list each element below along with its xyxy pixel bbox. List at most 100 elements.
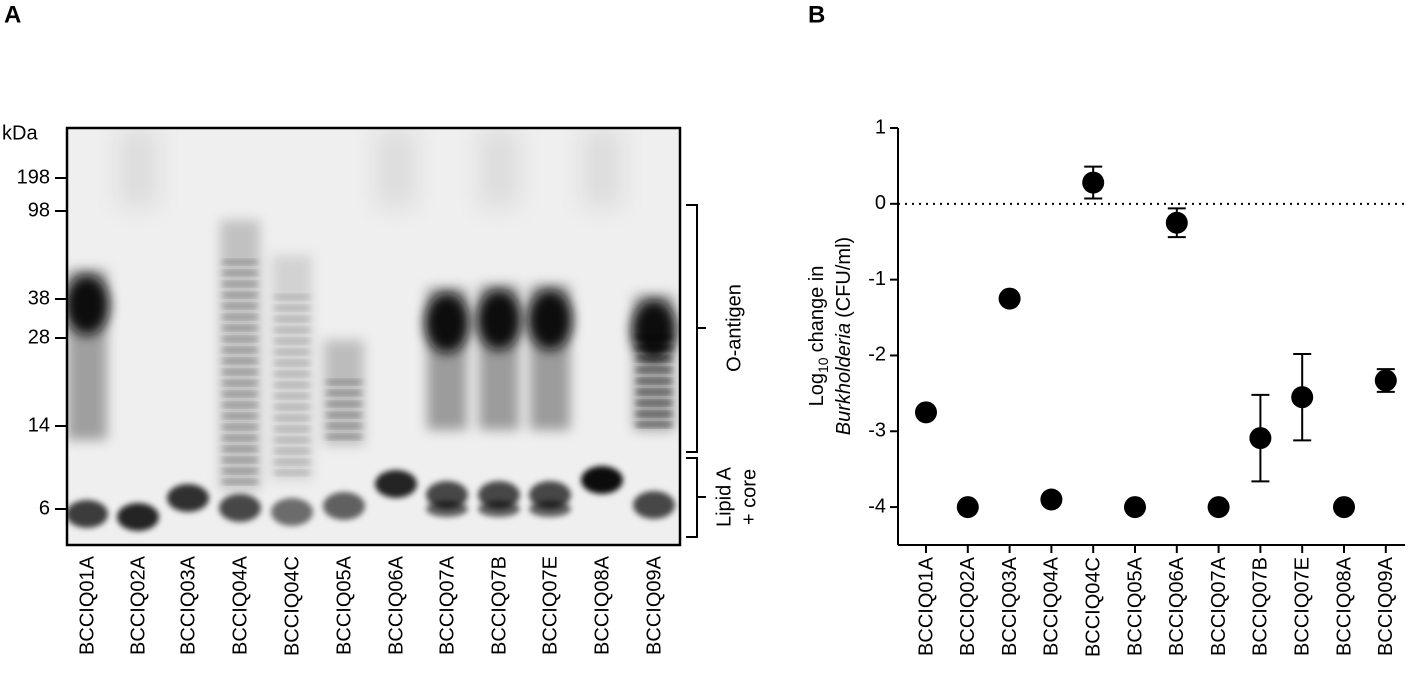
gel-ladder-band — [274, 328, 310, 332]
y-axis-label: Log10 change in — [806, 266, 830, 407]
gel-band — [633, 491, 675, 519]
gel-ladder-band — [222, 370, 258, 374]
gel-smear-core — [528, 290, 572, 350]
gel-ladder-band — [636, 357, 672, 361]
marker-label: 38 — [28, 287, 50, 309]
gel-ladder-band — [274, 317, 310, 321]
gel-ladder-band — [636, 379, 672, 383]
gel-ladder-band — [274, 416, 310, 420]
gel-ladder-band — [636, 335, 672, 339]
x-tick-label: BCCIQ07B — [1250, 557, 1272, 656]
lane-label: BCCIQ09A — [643, 555, 665, 655]
marker-label: 28 — [28, 326, 50, 348]
gel-ladder-band — [274, 306, 310, 310]
gel-band — [271, 498, 313, 526]
gel-ladder-band — [222, 315, 258, 319]
data-point — [998, 287, 1021, 310]
gel-ladder-band — [636, 390, 672, 394]
gel-ladder-band — [326, 435, 362, 439]
gel-ladder-band — [222, 304, 258, 308]
gel-ladder-band — [326, 402, 362, 406]
x-tick-label: BCCIQ09A — [1375, 556, 1397, 656]
x-tick-label: BCCIQ06A — [1166, 556, 1188, 656]
gel-ladder-band — [326, 413, 362, 417]
gel-band — [581, 466, 623, 494]
gel-ladder-band — [222, 447, 258, 451]
lane-label: BCCIQ06A — [385, 555, 407, 655]
gel-smear — [220, 220, 260, 490]
x-tick-label: BCCIQ05A — [1124, 556, 1146, 656]
gel-ladder-band — [274, 383, 310, 387]
y-tick-label: -4 — [868, 495, 886, 517]
region-label: + core — [738, 469, 760, 525]
gel-ladder-band — [222, 414, 258, 418]
lane-label: BCCIQ03A — [177, 555, 199, 655]
data-point — [1249, 427, 1272, 450]
gel-smear-core — [67, 275, 109, 335]
gel-ladder-band — [274, 405, 310, 409]
brackets — [686, 204, 706, 538]
gel-ladder-band — [222, 282, 258, 286]
data-point — [1124, 496, 1146, 519]
gel-band — [375, 470, 417, 498]
panel-label: B — [808, 1, 825, 28]
data-point — [956, 496, 979, 519]
gel-ladder-band — [326, 391, 362, 395]
data-point — [915, 401, 937, 424]
lane-label: BCCIQ07A — [436, 555, 458, 655]
gel-ladder-band — [274, 350, 310, 354]
x-tick-label: BCCIQ03A — [999, 556, 1021, 656]
y-tick-label: 0 — [875, 192, 886, 214]
gel-band — [117, 503, 159, 531]
gel-ladder-band — [222, 381, 258, 385]
gel-ladder-band — [222, 392, 258, 396]
gel-smear-core — [632, 300, 676, 360]
gel-band — [219, 494, 261, 522]
data-point — [1291, 386, 1314, 409]
data-point — [1040, 488, 1063, 511]
gel-ladder-band — [274, 394, 310, 398]
bracket — [686, 457, 706, 538]
x-tick-label: BCCIQ07E — [1291, 557, 1313, 656]
marker-label: 14 — [28, 414, 50, 436]
x-tick-label: BCCIQ01A — [915, 556, 937, 656]
y-tick-label: -2 — [868, 344, 886, 366]
lane-label: BCCIQ04C — [281, 556, 303, 656]
gel-band — [426, 501, 468, 517]
gel-ladder-band — [222, 469, 258, 473]
gel-smear-core — [477, 290, 521, 350]
gel-band — [529, 501, 571, 517]
gel-ladder-band — [274, 449, 310, 453]
gel-ladder-band — [274, 339, 310, 343]
gel-smear-core — [425, 293, 469, 353]
y-tick-label: -3 — [868, 420, 886, 442]
gel-ladder-band — [274, 295, 310, 299]
x-tick-label: BCCIQ08A — [1333, 556, 1355, 656]
gel-smear — [272, 255, 312, 480]
gel-frame — [65, 126, 682, 547]
gel-haze — [582, 128, 622, 208]
data-point — [1082, 171, 1105, 194]
gel-ladder-band — [274, 361, 310, 365]
data-point — [1165, 211, 1188, 234]
gel-haze — [376, 128, 416, 208]
region-label: O-antigen — [723, 284, 745, 372]
gel-band — [167, 484, 209, 512]
gel-ladder-band — [222, 425, 258, 429]
gel-haze — [118, 128, 158, 208]
y-axis-label: Burkholderia (CFU/ml) — [833, 237, 855, 435]
y-label-part: (CFU/ml) — [833, 237, 855, 318]
region-label: Lipid A — [713, 466, 735, 527]
unit-label: kDa — [2, 122, 38, 144]
gel-ladder-band — [274, 372, 310, 376]
gel-ladder-band — [326, 424, 362, 428]
gel-ladder-band — [636, 412, 672, 416]
bracket — [686, 204, 706, 453]
gel-ladder-band — [222, 271, 258, 275]
lane-label: BCCIQ07E — [539, 556, 561, 655]
lane-label: BCCIQ02A — [127, 555, 149, 655]
gel-ladder-band — [222, 260, 258, 264]
gel-ladder-band — [274, 471, 310, 475]
gel-ladder-band — [222, 326, 258, 330]
